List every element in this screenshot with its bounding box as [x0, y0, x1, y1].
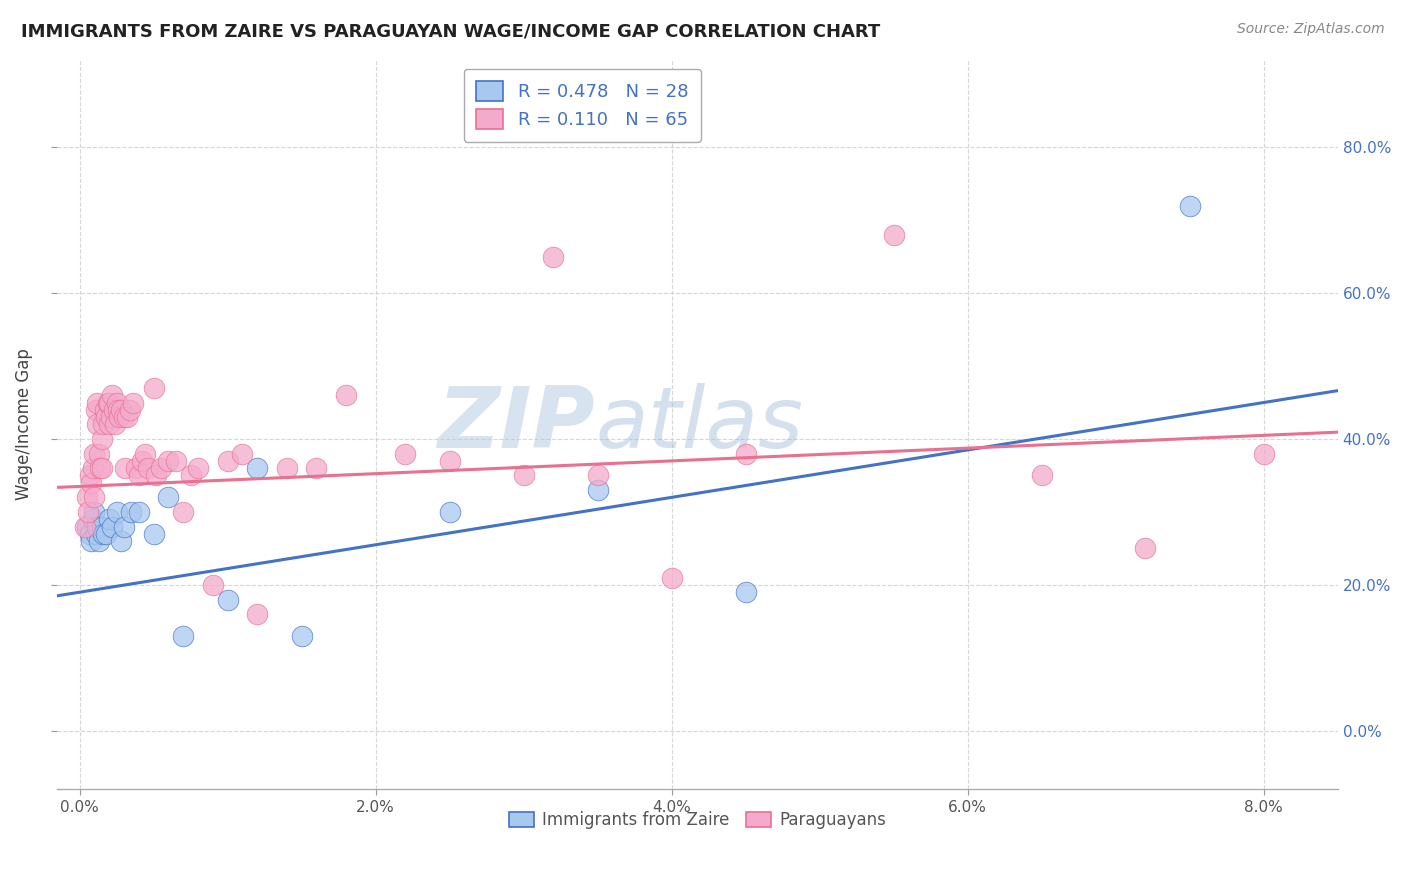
- Point: [883, 227, 905, 242]
- Point: [94, 526, 117, 541]
- Point: [305, 461, 328, 475]
- Point: [89, 461, 111, 475]
- Point: [98, 395, 121, 409]
- Point: [217, 592, 239, 607]
- Point: [134, 447, 156, 461]
- Point: [125, 461, 148, 475]
- Point: [1135, 541, 1157, 556]
- Point: [80, 475, 103, 490]
- Point: [112, 519, 135, 533]
- Point: [131, 454, 153, 468]
- Point: [101, 519, 124, 533]
- Point: [93, 402, 115, 417]
- Point: [108, 410, 131, 425]
- Point: [439, 505, 461, 519]
- Point: [246, 461, 269, 475]
- Point: [586, 468, 609, 483]
- Text: Source: ZipAtlas.com: Source: ZipAtlas.com: [1237, 22, 1385, 37]
- Point: [145, 468, 167, 483]
- Point: [115, 410, 138, 425]
- Legend: Immigrants from Zaire, Paraguayans: Immigrants from Zaire, Paraguayans: [502, 805, 893, 836]
- Point: [79, 468, 101, 483]
- Point: [136, 461, 159, 475]
- Point: [77, 505, 100, 519]
- Point: [335, 388, 357, 402]
- Point: [76, 491, 98, 505]
- Point: [79, 526, 101, 541]
- Point: [87, 534, 110, 549]
- Point: [84, 526, 107, 541]
- Point: [82, 461, 104, 475]
- Point: [87, 447, 110, 461]
- Point: [149, 461, 172, 475]
- Point: [91, 417, 114, 432]
- Point: [112, 410, 135, 425]
- Point: [121, 395, 143, 409]
- Point: [83, 447, 105, 461]
- Point: [86, 417, 108, 432]
- Point: [541, 250, 564, 264]
- Point: [734, 585, 756, 599]
- Point: [86, 519, 108, 533]
- Point: [86, 395, 108, 409]
- Point: [165, 454, 187, 468]
- Point: [82, 512, 104, 526]
- Point: [103, 402, 125, 417]
- Point: [98, 512, 121, 526]
- Point: [142, 381, 165, 395]
- Point: [512, 468, 534, 483]
- Point: [83, 491, 105, 505]
- Point: [90, 432, 112, 446]
- Point: [1031, 468, 1053, 483]
- Point: [76, 519, 98, 533]
- Point: [394, 447, 416, 461]
- Point: [105, 505, 128, 519]
- Point: [157, 454, 180, 468]
- Text: ZIP: ZIP: [437, 383, 595, 466]
- Point: [97, 395, 120, 409]
- Point: [105, 395, 128, 409]
- Point: [180, 468, 202, 483]
- Text: atlas: atlas: [595, 383, 803, 466]
- Point: [661, 571, 683, 585]
- Point: [80, 534, 103, 549]
- Point: [246, 607, 269, 621]
- Point: [172, 629, 194, 643]
- Point: [586, 483, 609, 497]
- Point: [172, 505, 194, 519]
- Point: [110, 402, 132, 417]
- Point: [84, 402, 107, 417]
- Point: [128, 468, 150, 483]
- Point: [104, 417, 127, 432]
- Point: [217, 454, 239, 468]
- Point: [101, 388, 124, 402]
- Point: [91, 526, 114, 541]
- Point: [201, 578, 224, 592]
- Point: [83, 505, 105, 519]
- Point: [94, 410, 117, 425]
- Point: [118, 402, 141, 417]
- Point: [142, 526, 165, 541]
- Point: [75, 519, 97, 533]
- Point: [107, 402, 129, 417]
- Point: [1253, 447, 1275, 461]
- Y-axis label: Wage/Income Gap: Wage/Income Gap: [15, 349, 32, 500]
- Point: [100, 410, 122, 425]
- Point: [439, 454, 461, 468]
- Point: [90, 461, 112, 475]
- Point: [98, 417, 121, 432]
- Point: [1178, 198, 1201, 212]
- Point: [231, 447, 253, 461]
- Point: [187, 461, 209, 475]
- Point: [120, 505, 142, 519]
- Text: IMMIGRANTS FROM ZAIRE VS PARAGUAYAN WAGE/INCOME GAP CORRELATION CHART: IMMIGRANTS FROM ZAIRE VS PARAGUAYAN WAGE…: [21, 22, 880, 40]
- Point: [276, 461, 298, 475]
- Point: [114, 461, 136, 475]
- Point: [90, 519, 112, 533]
- Point: [157, 491, 180, 505]
- Point: [128, 505, 150, 519]
- Point: [110, 534, 132, 549]
- Point: [734, 447, 756, 461]
- Point: [290, 629, 312, 643]
